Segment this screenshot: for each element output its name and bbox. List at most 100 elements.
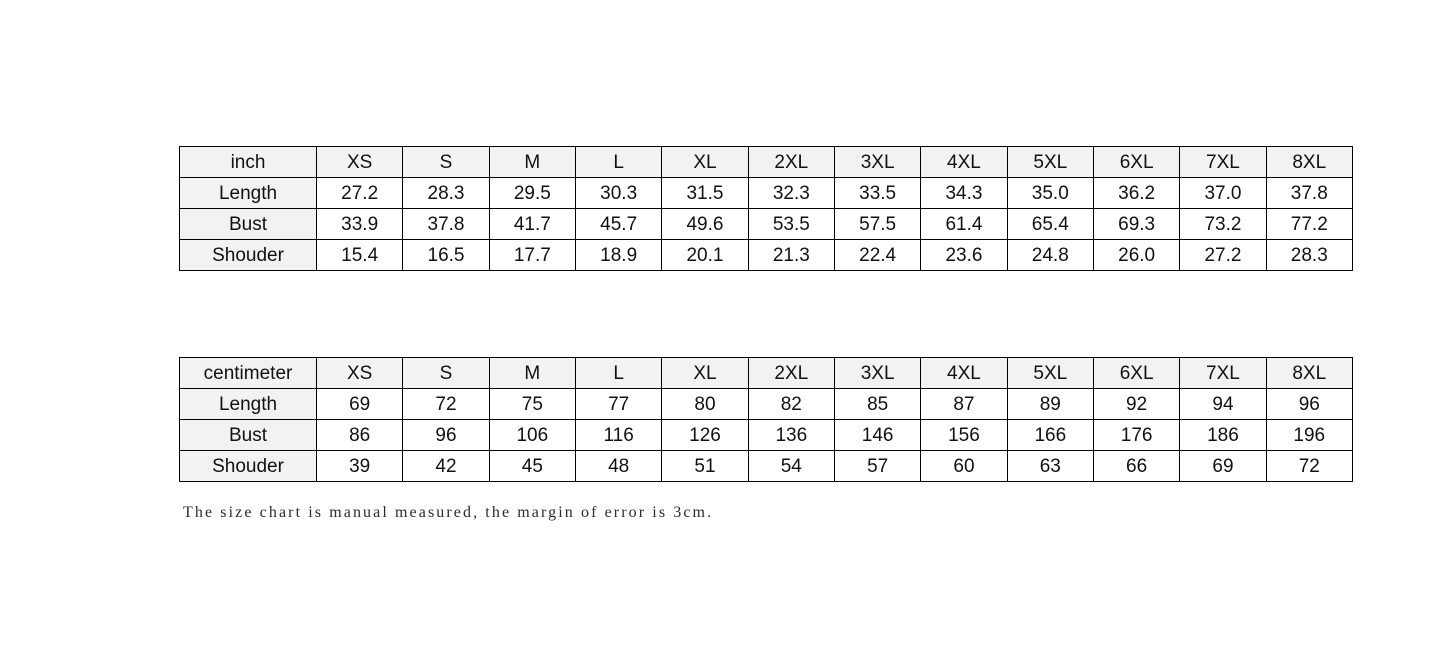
column-header-m: M <box>488 146 576 178</box>
cell-length-6xl: 92 <box>1092 388 1181 420</box>
cell-shoulder-l: 18.9 <box>574 239 663 271</box>
cell-shoulder-l: 48 <box>574 450 663 482</box>
cell-length-xl: 80 <box>661 388 749 420</box>
cell-length-5xl: 35.0 <box>1006 177 1094 209</box>
cell-bust-xs: 86 <box>315 419 404 451</box>
table-spacer <box>179 271 1352 357</box>
cell-shoulder-xl: 51 <box>661 450 749 482</box>
column-header-4xl: 4XL <box>920 146 1008 178</box>
cell-shoulder-6xl: 66 <box>1092 450 1181 482</box>
cell-length-4xl: 34.3 <box>920 177 1008 209</box>
cell-bust-xl: 49.6 <box>661 208 749 240</box>
cell-length-m: 29.5 <box>488 177 576 209</box>
unit-label-inch: inch <box>179 146 317 178</box>
cell-shoulder-8xl: 72 <box>1265 450 1353 482</box>
cell-shoulder-4xl: 23.6 <box>920 239 1008 271</box>
cell-shoulder-5xl: 24.8 <box>1006 239 1094 271</box>
column-header-xs: XS <box>315 146 404 178</box>
cell-length-xs: 69 <box>315 388 404 420</box>
cell-bust-xl: 126 <box>661 419 749 451</box>
size-table-centimeter: centimeter XS S M L XL 2XL 3XL 4XL 5XL 6… <box>179 357 1353 482</box>
cell-bust-8xl: 77.2 <box>1265 208 1353 240</box>
row-label-length: Length <box>179 177 317 209</box>
table-header-row: inch XS S M L XL 2XL 3XL 4XL 5XL 6XL 7XL… <box>179 146 1353 178</box>
cell-bust-5xl: 65.4 <box>1006 208 1094 240</box>
table-row: Length 69 72 75 77 80 82 85 87 89 92 94 … <box>179 388 1353 420</box>
row-label-bust: Bust <box>179 208 317 240</box>
cell-shoulder-xl: 20.1 <box>661 239 749 271</box>
column-header-l: L <box>574 146 663 178</box>
cell-length-m: 75 <box>488 388 576 420</box>
cell-bust-6xl: 176 <box>1092 419 1181 451</box>
row-label-length: Length <box>179 388 317 420</box>
cell-bust-6xl: 69.3 <box>1092 208 1181 240</box>
cell-shoulder-8xl: 28.3 <box>1265 239 1353 271</box>
cell-shoulder-6xl: 26.0 <box>1092 239 1181 271</box>
column-header-s: S <box>402 357 490 389</box>
column-header-2xl: 2XL <box>747 146 835 178</box>
cell-bust-7xl: 186 <box>1179 419 1267 451</box>
column-header-s: S <box>402 146 490 178</box>
cell-shoulder-m: 45 <box>488 450 576 482</box>
column-header-5xl: 5XL <box>1006 357 1094 389</box>
column-header-l: L <box>574 357 663 389</box>
unit-label-centimeter: centimeter <box>179 357 317 389</box>
cell-length-2xl: 32.3 <box>747 177 835 209</box>
cell-bust-l: 116 <box>574 419 663 451</box>
cell-shoulder-3xl: 22.4 <box>833 239 922 271</box>
table-row: Bust 33.9 37.8 41.7 45.7 49.6 53.5 57.5 … <box>179 208 1353 240</box>
cell-bust-4xl: 156 <box>920 419 1008 451</box>
table-header-row: centimeter XS S M L XL 2XL 3XL 4XL 5XL 6… <box>179 357 1353 389</box>
column-header-8xl: 8XL <box>1265 357 1353 389</box>
cell-length-xl: 31.5 <box>661 177 749 209</box>
cell-bust-3xl: 57.5 <box>833 208 922 240</box>
cell-bust-2xl: 136 <box>747 419 835 451</box>
measurement-disclaimer-note: The size chart is manual measured, the m… <box>183 504 714 521</box>
cell-length-xs: 27.2 <box>315 177 404 209</box>
row-label-bust: Bust <box>179 419 317 451</box>
cell-bust-s: 96 <box>402 419 490 451</box>
cell-length-3xl: 85 <box>833 388 922 420</box>
column-header-7xl: 7XL <box>1179 357 1267 389</box>
table-row: Length 27.2 28.3 29.5 30.3 31.5 32.3 33.… <box>179 177 1353 209</box>
cell-length-3xl: 33.5 <box>833 177 922 209</box>
column-header-xs: XS <box>315 357 404 389</box>
cell-length-7xl: 94 <box>1179 388 1267 420</box>
cell-shoulder-xs: 15.4 <box>315 239 404 271</box>
cell-length-7xl: 37.0 <box>1179 177 1267 209</box>
column-header-5xl: 5XL <box>1006 146 1094 178</box>
column-header-4xl: 4XL <box>920 357 1008 389</box>
cell-shoulder-5xl: 63 <box>1006 450 1094 482</box>
cell-length-2xl: 82 <box>747 388 835 420</box>
cell-shoulder-3xl: 57 <box>833 450 922 482</box>
cell-bust-3xl: 146 <box>833 419 922 451</box>
column-header-6xl: 6XL <box>1092 146 1181 178</box>
table-row: Shouder 39 42 45 48 51 54 57 60 63 66 69… <box>179 450 1353 482</box>
column-header-3xl: 3XL <box>833 146 922 178</box>
cell-length-8xl: 37.8 <box>1265 177 1353 209</box>
cell-bust-7xl: 73.2 <box>1179 208 1267 240</box>
cell-length-s: 28.3 <box>402 177 490 209</box>
size-table-inch: inch XS S M L XL 2XL 3XL 4XL 5XL 6XL 7XL… <box>179 146 1353 271</box>
cell-shoulder-2xl: 54 <box>747 450 835 482</box>
row-label-shoulder: Shouder <box>179 239 317 271</box>
size-chart: inch XS S M L XL 2XL 3XL 4XL 5XL 6XL 7XL… <box>179 146 1353 482</box>
column-header-2xl: 2XL <box>747 357 835 389</box>
column-header-3xl: 3XL <box>833 357 922 389</box>
cell-length-l: 77 <box>574 388 663 420</box>
table-row: Shouder 15.4 16.5 17.7 18.9 20.1 21.3 22… <box>179 239 1353 271</box>
table-row: Bust 86 96 106 116 126 136 146 156 166 1… <box>179 419 1353 451</box>
cell-length-6xl: 36.2 <box>1092 177 1181 209</box>
cell-shoulder-7xl: 27.2 <box>1179 239 1267 271</box>
cell-shoulder-s: 16.5 <box>402 239 490 271</box>
column-header-6xl: 6XL <box>1092 357 1181 389</box>
cell-shoulder-xs: 39 <box>315 450 404 482</box>
cell-bust-xs: 33.9 <box>315 208 404 240</box>
column-header-m: M <box>488 357 576 389</box>
cell-shoulder-2xl: 21.3 <box>747 239 835 271</box>
cell-length-4xl: 87 <box>920 388 1008 420</box>
cell-length-5xl: 89 <box>1006 388 1094 420</box>
column-header-xl: XL <box>661 146 749 178</box>
column-header-8xl: 8XL <box>1265 146 1353 178</box>
column-header-7xl: 7XL <box>1179 146 1267 178</box>
